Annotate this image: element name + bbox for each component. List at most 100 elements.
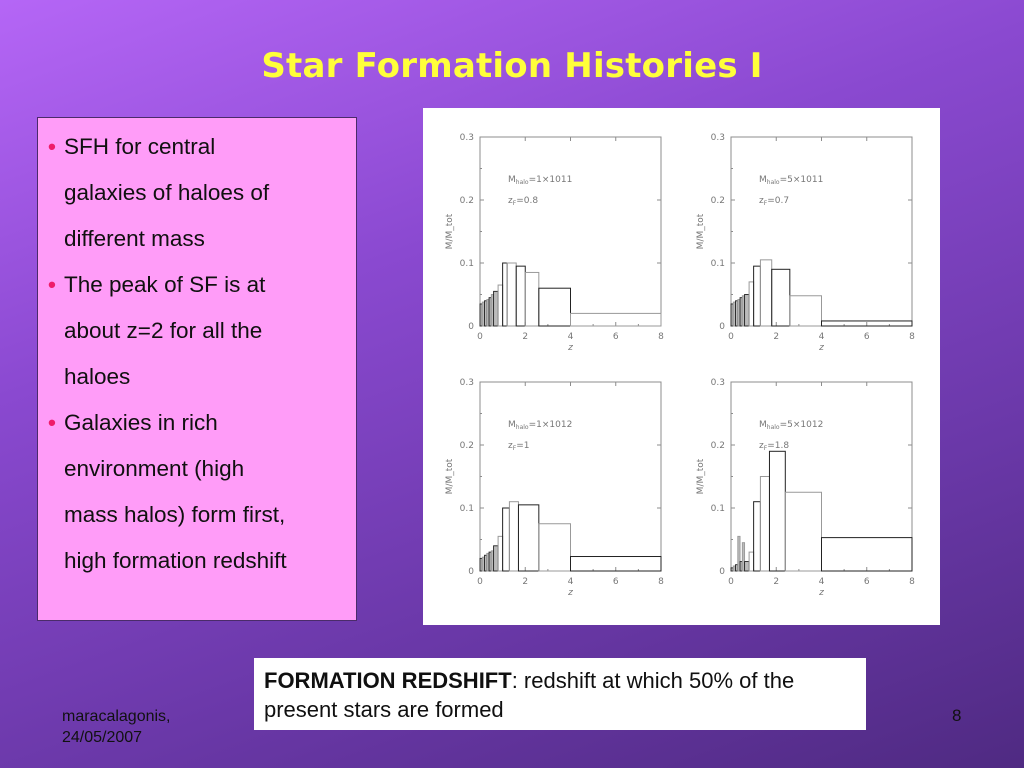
y-tick-label: 0.1: [711, 259, 725, 269]
x-tick-label: 2: [773, 577, 779, 587]
x-tick-label: 6: [613, 332, 619, 342]
y-tick-label: 0.1: [711, 504, 725, 514]
page-number: 8: [952, 706, 962, 725]
bullet-dot-icon: •: [48, 134, 56, 159]
x-tick-label: 8: [658, 332, 664, 342]
x-tick-label: 4: [568, 332, 574, 342]
annotation-halo-mass: Mhalo=5×1011: [759, 175, 823, 186]
y-tick-label: 0: [468, 322, 474, 332]
histogram-bar: [524, 271, 540, 327]
bullet-list: • SFH for central galaxies of haloes of …: [37, 117, 357, 621]
histogram-bar: [737, 535, 741, 572]
annotation-formation-redshift: zF=1.8: [759, 441, 789, 452]
histogram-bar: [538, 287, 571, 327]
y-tick-label: 0.1: [460, 504, 474, 514]
bullet-item: • Galaxies in rich environment (high mas…: [48, 400, 348, 584]
x-tick-label: 2: [522, 332, 528, 342]
y-tick-label: 0.3: [711, 133, 725, 143]
x-tick-label: 8: [658, 577, 664, 587]
histogram-bar: [570, 556, 662, 572]
x-tick-label: 6: [864, 577, 870, 587]
histogram-bar: [821, 320, 913, 327]
bullet-text: The peak of SF is at about z=2 for all t…: [64, 272, 266, 389]
note-term: FORMATION REDSHIFT: [264, 668, 512, 693]
histogram-bar: [506, 262, 517, 327]
y-axis-label: M/M_tot: [696, 458, 706, 494]
annotation-formation-redshift: zF=1: [508, 441, 529, 452]
bullet-dot-icon: •: [48, 272, 56, 297]
y-tick-label: 0: [719, 567, 725, 577]
x-axis-label: z: [567, 588, 573, 598]
histogram-bar: [759, 476, 770, 572]
y-tick-label: 0: [719, 322, 725, 332]
bullet-text: Galaxies in rich environment (high mass …: [64, 410, 287, 573]
annotation-halo-mass: Mhalo=1×1012: [508, 420, 572, 431]
histogram-bar: [497, 284, 504, 327]
histogram-bar: [741, 542, 746, 572]
histogram-bar: [517, 504, 540, 572]
y-tick-label: 0.2: [460, 441, 474, 451]
sfh-figure: 0 2 4 6 8 0 0.1 0.2 0.3 z M/M_tot Mhalo=1×1011 zF=0.…: [423, 108, 940, 625]
histogram-bar: [502, 262, 508, 327]
x-tick-label: 4: [819, 332, 825, 342]
x-tick-label: 6: [613, 577, 619, 587]
histogram-bar: [515, 265, 526, 327]
histogram-bar: [784, 491, 822, 572]
y-axis-label: M/M_tot: [445, 458, 455, 494]
y-tick-label: 0.2: [711, 196, 725, 206]
annotation-formation-redshift: zF=0.7: [759, 196, 789, 207]
histogram-bar: [821, 537, 913, 572]
x-tick-label: 0: [477, 332, 483, 342]
x-tick-label: 6: [864, 332, 870, 342]
bullet-item: • The peak of SF is at about z=2 for all…: [48, 262, 348, 400]
annotation-halo-mass: Mhalo=1×1011: [508, 175, 572, 186]
y-tick-label: 0.3: [711, 378, 725, 388]
x-axis-label: z: [567, 343, 573, 353]
histogram-bar: [789, 295, 823, 327]
x-tick-label: 0: [477, 577, 483, 587]
histogram-bar: [753, 265, 761, 327]
y-tick-label: 0.3: [460, 378, 474, 388]
histogram-bar: [570, 312, 662, 327]
x-tick-label: 8: [909, 577, 915, 587]
note-definition: : redshift at which 50% of the present s…: [264, 668, 795, 722]
y-axis-label: M/M_tot: [445, 213, 455, 249]
footer-author-date: maracalagonis, 24/05/2007: [62, 708, 171, 746]
y-tick-label: 0.1: [460, 259, 474, 269]
annotation-halo-mass: Mhalo=5×1012: [759, 420, 823, 431]
x-axis-label: z: [818, 588, 824, 598]
x-tick-label: 2: [773, 332, 779, 342]
x-tick-label: 4: [568, 577, 574, 587]
histogram-bar: [497, 535, 504, 572]
histogram-bar: [748, 281, 755, 327]
x-tick-label: 8: [909, 332, 915, 342]
histogram-bar: [744, 294, 750, 327]
histogram-bar: [753, 501, 761, 572]
x-axis-label: z: [818, 343, 824, 353]
bullet-text: SFH for central galaxies of haloes of di…: [64, 134, 270, 251]
histogram-bar: [768, 450, 786, 572]
y-tick-label: 0: [468, 567, 474, 577]
x-tick-label: 2: [522, 577, 528, 587]
histogram-bar: [744, 561, 750, 572]
definition-note: FORMATION REDSHIFT: redshift at which 50…: [254, 658, 866, 730]
y-tick-label: 0.2: [460, 196, 474, 206]
histogram-bar: [508, 501, 519, 572]
x-tick-label: 0: [728, 332, 734, 342]
histogram-bar: [538, 523, 571, 572]
histogram-bar: [493, 545, 499, 572]
sfh-panels: 0 2 4 6 8 0 0.1 0.2 0.3 z M/M_tot Mhalo=1×1011 zF=0.…: [445, 133, 915, 598]
annotation-formation-redshift: zF=0.8: [508, 196, 538, 207]
x-tick-label: 4: [819, 577, 825, 587]
bullet-item: • SFH for central galaxies of haloes of …: [48, 124, 348, 262]
y-tick-label: 0.3: [460, 133, 474, 143]
histogram-bar: [502, 507, 510, 572]
histogram-bar: [493, 290, 499, 327]
histogram-bar: [748, 551, 755, 572]
bullet-dot-icon: •: [48, 410, 56, 435]
histogram-bar: [771, 268, 791, 327]
x-tick-label: 0: [728, 577, 734, 587]
y-tick-label: 0.2: [711, 441, 725, 451]
y-axis-label: M/M_tot: [696, 213, 706, 249]
histogram-bar: [759, 259, 773, 327]
